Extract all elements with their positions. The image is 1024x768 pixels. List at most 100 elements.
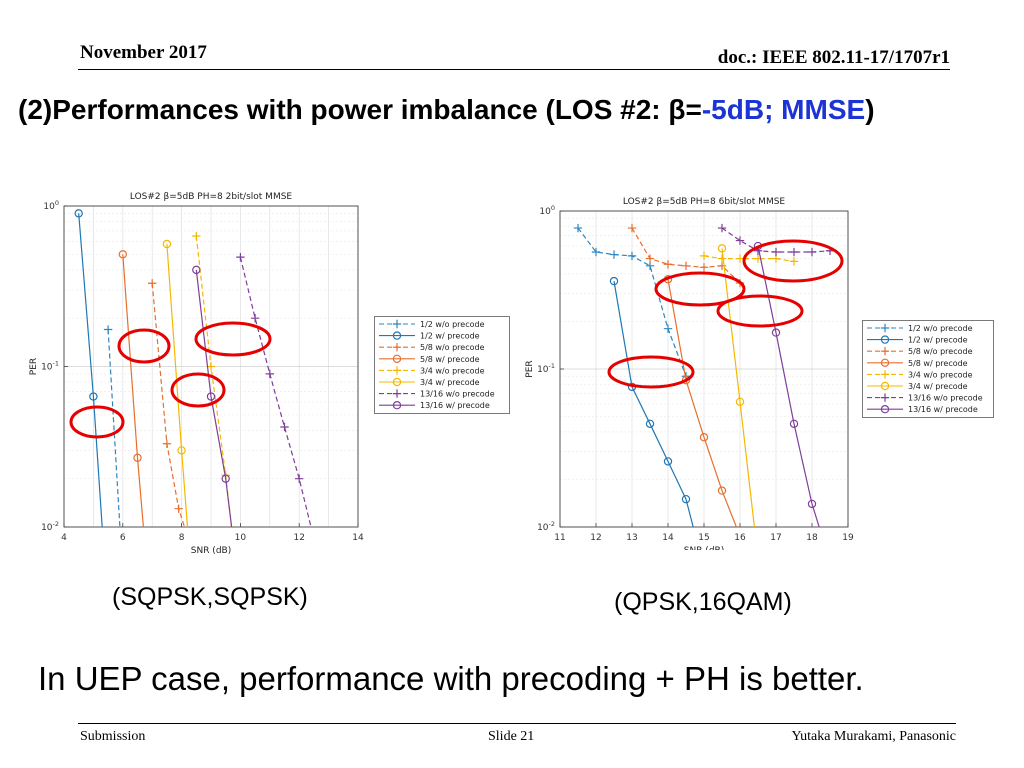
- slide-title: (2)Performances with power imbalance (LO…: [18, 94, 875, 126]
- legend-entry: 3/4 w/ precode: [908, 382, 968, 391]
- data-point: [789, 419, 799, 428]
- legend-marker: [392, 366, 402, 375]
- legend-marker: [392, 400, 402, 410]
- data-point: [627, 251, 637, 261]
- legend-marker: [880, 370, 890, 379]
- data-point: [681, 494, 691, 504]
- series-line: [78, 213, 103, 527]
- data-point: [206, 362, 216, 371]
- legend-svg: 1/2 w/o precode 1/2 w/ precode 5/8 w/o pre…: [867, 323, 983, 414]
- legend-marker: [392, 389, 402, 398]
- series-line: [151, 283, 186, 527]
- legend-marker: [880, 404, 890, 414]
- x-tick-label: 17: [770, 533, 781, 543]
- data-point: [627, 223, 637, 233]
- x-tick-label: 19: [842, 533, 854, 543]
- legend-marker: [392, 319, 402, 329]
- x-tick-label: 16: [734, 533, 746, 543]
- data-point: [192, 231, 201, 241]
- data-point: [162, 239, 172, 249]
- x-tick-label: 12: [293, 533, 304, 543]
- legend-entry: 3/4 w/o precode: [420, 366, 485, 375]
- legend-entry: 13/16 w/o precode: [908, 394, 983, 403]
- legend-svg: 1/2 w/o precode 1/2 w/ precode 5/8 w/o pre…: [379, 319, 495, 410]
- y-axis-label: PER: [525, 360, 535, 377]
- data-point: [265, 369, 274, 379]
- footer-slide-number: Slide 21: [488, 729, 535, 744]
- legend-entry: 3/4 w/ precode: [420, 378, 480, 387]
- data-point: [717, 254, 727, 263]
- chart-svg: 11 12 13 14 15 16 17 18 19 100 10-1 10-2 LOS#2 β=5dB…: [525, 197, 854, 550]
- data-point: [717, 261, 727, 270]
- legend-left: 1/2 w/o precode 1/2 w/ precode 5/8 w/o pre…: [374, 316, 510, 414]
- legend-entry: 1/2 w/ precode: [908, 336, 968, 345]
- data-point: [717, 486, 727, 495]
- x-tick-label: 8: [179, 533, 185, 543]
- x-tick-label: 10: [235, 533, 247, 543]
- footer-rule: [78, 723, 956, 724]
- data-point: [681, 261, 691, 270]
- series-line: [667, 279, 737, 527]
- data-point: [133, 453, 142, 462]
- x-tick-label: 14: [662, 533, 674, 543]
- legend-marker: [880, 358, 890, 368]
- legend-marker: [392, 377, 402, 387]
- x-tick-label: 14: [352, 533, 364, 543]
- legend-entry: 13/16 w/o precode: [420, 390, 495, 399]
- caption-left: (SQPSK,SQPSK): [112, 583, 308, 611]
- data-point: [573, 223, 583, 233]
- series-line: [166, 243, 189, 527]
- legend-entry: 5/8 w/o precode: [908, 347, 973, 356]
- data-point: [609, 276, 619, 286]
- legend-entry: 13/16 w/ precode: [420, 401, 490, 410]
- y-tick-label: 10-2: [537, 520, 555, 533]
- y-tick-label: 100: [539, 204, 555, 217]
- data-point: [609, 250, 619, 259]
- y-tick-label: 10-1: [537, 362, 555, 375]
- data-point: [699, 251, 709, 261]
- legend-marker: [392, 354, 402, 364]
- header-rule: [78, 69, 950, 70]
- data-point: [663, 260, 673, 269]
- footer-submission: Submission: [80, 729, 146, 744]
- series-group: [74, 209, 312, 527]
- data-point: [250, 313, 260, 323]
- x-axis-label: SNR (dB): [684, 546, 724, 550]
- series-line: [239, 257, 312, 527]
- title-text-2: -5dB; MMSE: [701, 94, 866, 125]
- legend-right: 1/2 w/o precode 1/2 w/ precode 5/8 w/o pre…: [862, 320, 994, 418]
- legend-marker: [880, 347, 890, 356]
- conclusion-text: In UEP case, performance with precoding …: [38, 660, 864, 697]
- data-point: [177, 446, 186, 455]
- data-point: [663, 324, 673, 333]
- data-point: [699, 263, 709, 272]
- y-axis-label: PER: [29, 358, 39, 375]
- data-point: [699, 433, 709, 442]
- legend-entry: 1/2 w/ precode: [420, 332, 480, 341]
- legend-marker: [392, 343, 402, 352]
- data-point: [717, 244, 727, 253]
- legend-entry: 5/8 w/ precode: [420, 355, 480, 364]
- y-tick-label: 100: [43, 199, 59, 212]
- legend-marker: [880, 335, 890, 344]
- data-point: [89, 392, 98, 401]
- data-point: [645, 419, 655, 428]
- legend-entry: 3/4 w/o precode: [908, 370, 973, 379]
- x-axis-label: SNR (dB): [191, 546, 231, 554]
- data-point: [162, 439, 172, 448]
- data-point: [717, 223, 727, 233]
- legend-marker: [880, 323, 890, 333]
- title-beta: β: [668, 94, 686, 125]
- data-point: [103, 325, 113, 334]
- data-point: [174, 504, 183, 513]
- data-point: [280, 422, 289, 432]
- x-tick-label: 4: [61, 533, 67, 543]
- title-text-1: (2)Performances with power imbalance (LO…: [18, 94, 669, 125]
- footer-author: Yutaka Murakami, Panasonic: [791, 729, 956, 744]
- legend-marker: [392, 331, 402, 340]
- x-tick-label: 12: [590, 533, 601, 543]
- x-tick-label: 18: [806, 533, 818, 543]
- chart-right: 11 12 13 14 15 16 17 18 19 100 10-1 10-2 LOS#2 β=5dB…: [514, 190, 860, 550]
- data-point: [148, 279, 157, 288]
- data-point: [295, 474, 304, 483]
